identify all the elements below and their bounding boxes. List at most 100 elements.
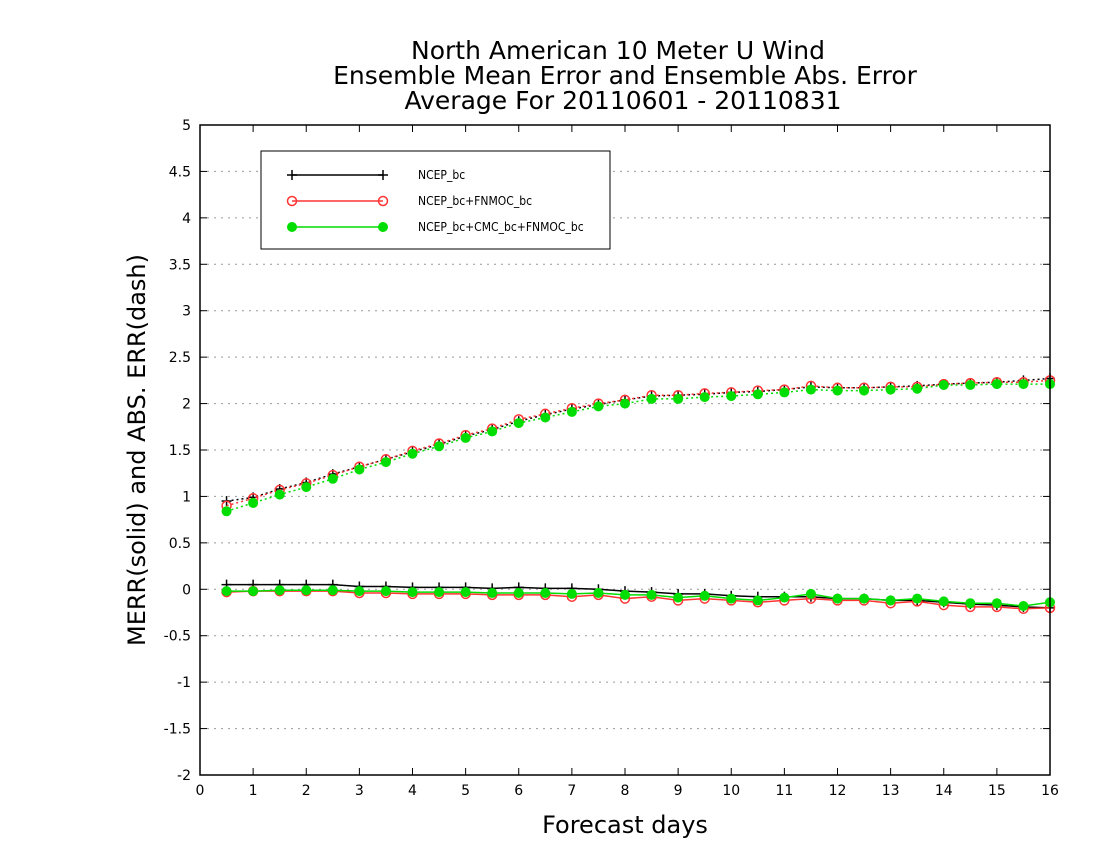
abs-err-point	[912, 383, 923, 394]
merr-point	[274, 585, 285, 596]
merr-point	[699, 590, 710, 601]
merr-point	[221, 586, 232, 597]
merr-point	[991, 598, 1002, 609]
abs-err-point	[407, 448, 418, 459]
merr-point	[327, 585, 338, 596]
y-axis-label: MERR(solid) and ABS. ERR(dash)	[123, 254, 151, 646]
series-1	[221, 373, 1055, 613]
y-tick-label: 1	[182, 489, 191, 505]
legend-box	[260, 150, 611, 250]
title-line-1: North American 10 Meter U Wind	[411, 36, 825, 65]
x-tick-label: 11	[775, 783, 793, 799]
abs-err-point	[487, 426, 498, 437]
y-tick-label: -1.5	[164, 722, 191, 738]
legend-item-2: NCEP_bc+FNMOC_bc	[286, 194, 532, 208]
merr-line-1	[226, 583, 1051, 609]
title-line-3: Average For 20110601 - 20110831	[404, 86, 841, 115]
legend: NCEP_bc NCEP_bc+FNMOC_bc NCEP_bc+CMC_bc+FN…	[260, 150, 611, 250]
y-tick-label: 5	[182, 118, 191, 134]
legend-marker	[287, 170, 297, 180]
y-tick-label: 2.5	[169, 350, 191, 366]
abs-err-point	[885, 384, 896, 395]
abs-err-point	[460, 432, 471, 443]
merr-point	[859, 593, 870, 604]
abs-err-line-2	[226, 379, 1051, 507]
abs-err-point	[274, 489, 285, 500]
legend-label: NCEP_bc+CMC_bc+FNMOC_bc	[418, 220, 584, 234]
y-tick-label: -1	[177, 675, 191, 691]
abs-err-point	[965, 380, 976, 390]
grid-lines	[200, 170, 1050, 730]
merr-point	[885, 595, 896, 606]
merr-point	[805, 588, 816, 599]
x-tick-label: 0	[196, 783, 205, 799]
abs-err-point	[805, 384, 816, 395]
abs-err-point	[327, 473, 338, 484]
x-tick-label: 13	[882, 783, 900, 799]
merr-point	[301, 585, 312, 596]
y-axis: -2 -1.5 -1 -0.5 0 0.5 1 1.5 2 2.5 3 3.5 4 4.5 5	[164, 118, 1050, 784]
title-line-2: Ensemble Mean Error and Ensemble Abs. Er…	[333, 61, 918, 90]
abs-err-point	[859, 385, 870, 396]
merr-point	[407, 587, 418, 598]
y-tick-label: -0.5	[164, 629, 191, 645]
legend-marker	[287, 222, 297, 232]
y-tick-label: 3.5	[169, 257, 191, 273]
y-tick-label: 4	[182, 211, 191, 227]
abs-err-point	[620, 398, 630, 409]
x-tick-label: 2	[302, 783, 311, 799]
x-tick-label: 4	[408, 783, 417, 799]
x-tick-label: 14	[935, 783, 953, 799]
x-tick-label: 6	[514, 783, 523, 799]
merr-point	[726, 593, 737, 604]
abs-err-point	[832, 385, 843, 396]
legend-label: NCEP_bc+FNMOC_bc	[418, 194, 532, 208]
x-axis: 0 1 2 3 4 5 6 7 8 9 10 11 12 13 14 15 16	[196, 125, 1059, 799]
y-tick-label: 4.5	[169, 164, 191, 180]
abs-err-point	[991, 379, 1002, 390]
merr-point	[1018, 601, 1029, 611]
abs-err-point	[673, 393, 684, 404]
abs-err-point	[1018, 379, 1029, 390]
abs-err-line-3	[226, 383, 1050, 513]
merr-point	[460, 587, 471, 598]
abs-err-point	[513, 418, 524, 429]
legend-item-1: NCEP_bc	[287, 168, 465, 182]
series-3	[221, 379, 1055, 611]
abs-err-point	[434, 441, 445, 452]
abs-err-point	[301, 482, 312, 493]
abs-err-point	[248, 497, 259, 508]
y-tick-label: 0	[182, 582, 191, 598]
abs-err-point	[593, 401, 604, 412]
abs-err-point	[699, 392, 710, 403]
x-tick-label: 16	[1041, 783, 1059, 799]
merr-point	[912, 593, 923, 604]
abs-err-point	[938, 380, 949, 390]
abs-err-point	[779, 387, 790, 398]
merr-point	[248, 586, 259, 597]
merr-point	[380, 586, 391, 597]
abs-err-point	[566, 406, 577, 417]
abs-err-point	[221, 506, 232, 517]
legend-marker	[378, 222, 388, 232]
legend-marker	[286, 195, 298, 207]
merr-point	[646, 589, 657, 600]
series-2	[221, 375, 1056, 615]
y-tick-label: -2	[177, 768, 191, 784]
merr-point	[673, 592, 684, 603]
y-tick-label: 1.5	[169, 443, 191, 459]
x-tick-label: 3	[355, 783, 364, 799]
x-tick-label: 15	[988, 783, 1006, 799]
merr-point	[540, 588, 551, 598]
merr-point	[620, 589, 630, 600]
abs-err-point	[354, 464, 365, 475]
merr-point	[434, 587, 445, 598]
merr-point	[593, 588, 604, 598]
merr-point	[566, 588, 577, 599]
series-group	[221, 373, 1056, 615]
y-tick-label: 0.5	[169, 536, 191, 552]
chart-title: North American 10 Meter U Wind Ensemble …	[333, 36, 918, 115]
legend-marker	[377, 195, 389, 207]
merr-point	[487, 588, 498, 598]
